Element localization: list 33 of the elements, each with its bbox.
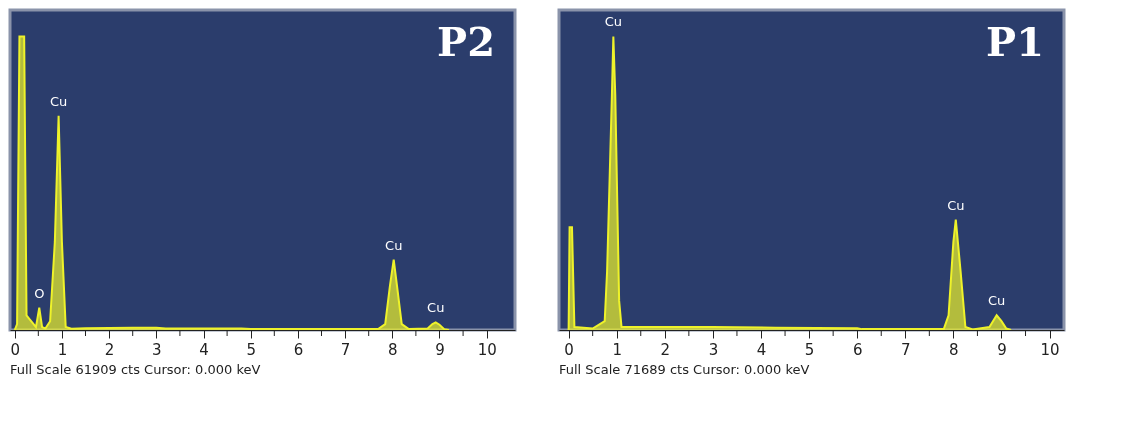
x-tick-label: 5: [804, 340, 815, 359]
x-tick-label: 6: [293, 340, 304, 359]
annotation: Cu: [988, 293, 1006, 309]
x-tick-label: 2: [660, 340, 671, 359]
annotation: Cu: [604, 14, 623, 30]
chart-title: P1: [986, 18, 1044, 65]
annotation: O: [34, 285, 45, 301]
x-tick-label: 8: [949, 340, 959, 359]
x-tick-label: 8: [388, 340, 398, 359]
x-tick-label: 9: [435, 340, 445, 359]
x-tick-label: 4: [199, 340, 209, 359]
x-tick-label: 10: [1040, 340, 1060, 359]
x-tick-label: 9: [997, 340, 1007, 359]
x-tick-label: 1: [612, 340, 622, 359]
chart-title: P2: [437, 18, 495, 65]
annotation: Cu: [49, 93, 68, 109]
x-tick-label: 3: [708, 340, 719, 359]
x-tick-label: 3: [152, 340, 162, 359]
x-tick-label: 0: [564, 340, 574, 359]
x-tick-label: 0: [10, 340, 20, 359]
x-tick-label: 5: [246, 340, 256, 359]
x-tick-label: 6: [852, 340, 863, 359]
x-tick-label: 10: [477, 340, 497, 359]
x-tick-label: 4: [756, 340, 767, 359]
annotation: Cu: [947, 197, 965, 213]
x-tick-label: 7: [901, 340, 911, 359]
text: Full Scale 71689 cts Cursor: 0.000 keV: [559, 362, 810, 377]
text: Full Scale 61909 cts Cursor: 0.000 keV: [10, 362, 261, 377]
annotation: Cu: [385, 237, 403, 253]
x-tick-label: 1: [57, 340, 68, 359]
annotation: Cu: [427, 300, 445, 316]
x-tick-label: 7: [340, 340, 351, 359]
x-tick-label: 2: [104, 340, 115, 359]
